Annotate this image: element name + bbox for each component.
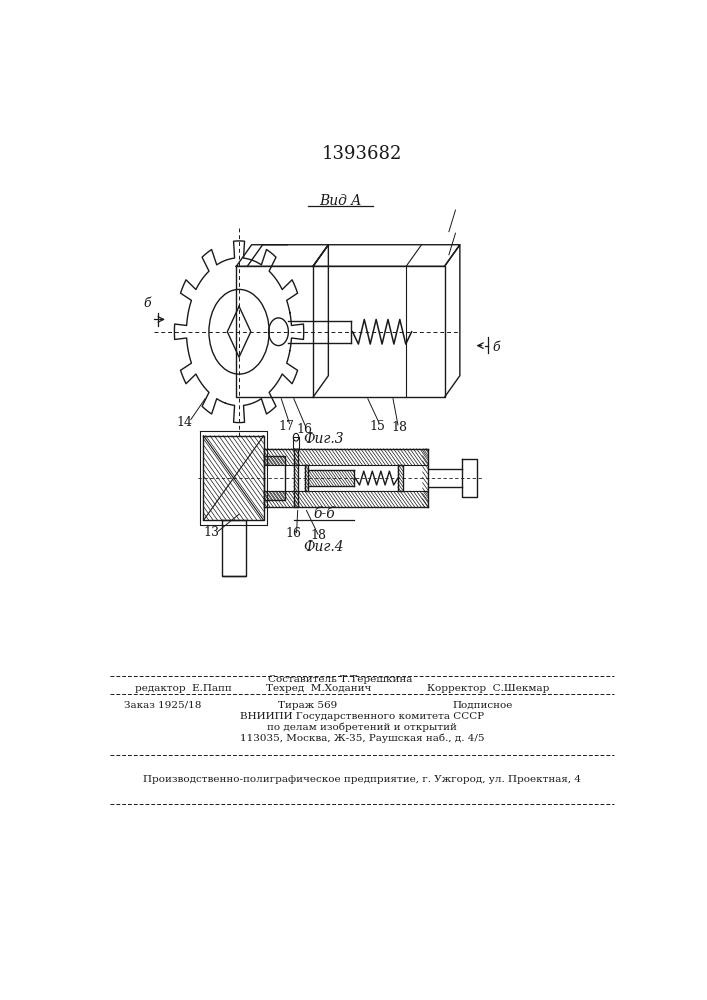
Text: ВНИИПИ Государственного комитета СССР: ВНИИПИ Государственного комитета СССР — [240, 712, 484, 721]
Text: 16: 16 — [286, 527, 302, 540]
Text: 18: 18 — [391, 421, 407, 434]
Text: 17: 17 — [279, 420, 295, 433]
Text: 13: 13 — [204, 526, 220, 539]
Text: 14: 14 — [176, 416, 192, 429]
Text: Подписное: Подписное — [452, 701, 513, 710]
Text: 18: 18 — [310, 529, 327, 542]
Text: б: б — [493, 341, 501, 354]
Text: редактор  Е.Папп: редактор Е.Папп — [135, 684, 232, 693]
Text: Фиг.3: Фиг.3 — [304, 432, 344, 446]
Text: б: б — [144, 297, 151, 310]
Text: 113035, Москва, Ж-35, Раушская наб., д. 4/5: 113035, Москва, Ж-35, Раушская наб., д. … — [240, 733, 484, 743]
Text: 16: 16 — [297, 423, 312, 436]
Text: Заказ 1925/18: Заказ 1925/18 — [124, 701, 201, 710]
Text: Составитель Т.Терешкина: Составитель Т.Терешкина — [268, 675, 413, 684]
Text: Тираж 569: Тираж 569 — [278, 701, 337, 710]
Text: Вид A: Вид A — [320, 194, 361, 208]
Text: Фиг.4: Фиг.4 — [304, 540, 344, 554]
Text: Техред  М.Ходанич: Техред М.Ходанич — [266, 684, 371, 693]
Text: Корректор  С.Шекмар: Корректор С.Шекмар — [427, 684, 549, 693]
Text: Производственно-полиграфическое предприятие, г. Ужгород, ул. Проектная, 4: Производственно-полиграфическое предприя… — [144, 775, 581, 784]
Text: б-б: б-б — [313, 507, 335, 521]
Text: 1393682: 1393682 — [322, 145, 402, 163]
Text: 15: 15 — [370, 420, 385, 433]
Text: по делам изобретений и открытий: по делам изобретений и открытий — [267, 722, 457, 732]
